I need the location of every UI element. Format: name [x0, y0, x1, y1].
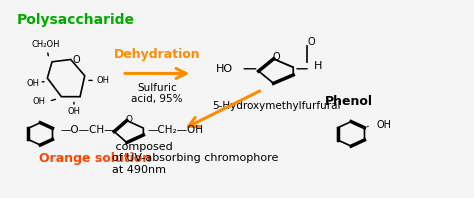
Text: OH: OH	[96, 76, 109, 85]
Text: Orange solution: Orange solution	[39, 152, 151, 165]
Text: —O—CH—: —O—CH—	[60, 125, 115, 135]
Text: OH: OH	[376, 120, 392, 129]
Text: Phenol: Phenol	[325, 95, 373, 108]
Text: OH: OH	[27, 79, 40, 88]
Text: HO: HO	[216, 64, 233, 74]
Text: H: H	[314, 61, 322, 71]
Text: 5-Hydroxymethylfurfural: 5-Hydroxymethylfurfural	[212, 101, 341, 111]
Text: O: O	[126, 115, 133, 124]
Text: OH: OH	[67, 107, 81, 116]
Text: O: O	[308, 37, 315, 47]
Text: O: O	[73, 55, 81, 65]
Text: Polysaccharide: Polysaccharide	[17, 13, 135, 27]
Text: —CH₂—OH: —CH₂—OH	[148, 125, 204, 135]
Text: O: O	[273, 52, 280, 62]
Text: composed
of UV-absorbing chromophore
at 490nm: composed of UV-absorbing chromophore at …	[112, 142, 278, 175]
Text: Sulfuric
acid, 95%: Sulfuric acid, 95%	[131, 83, 183, 104]
Text: Dehydration: Dehydration	[114, 48, 201, 61]
Text: CH₂OH: CH₂OH	[32, 40, 60, 49]
Text: OH: OH	[33, 97, 46, 106]
